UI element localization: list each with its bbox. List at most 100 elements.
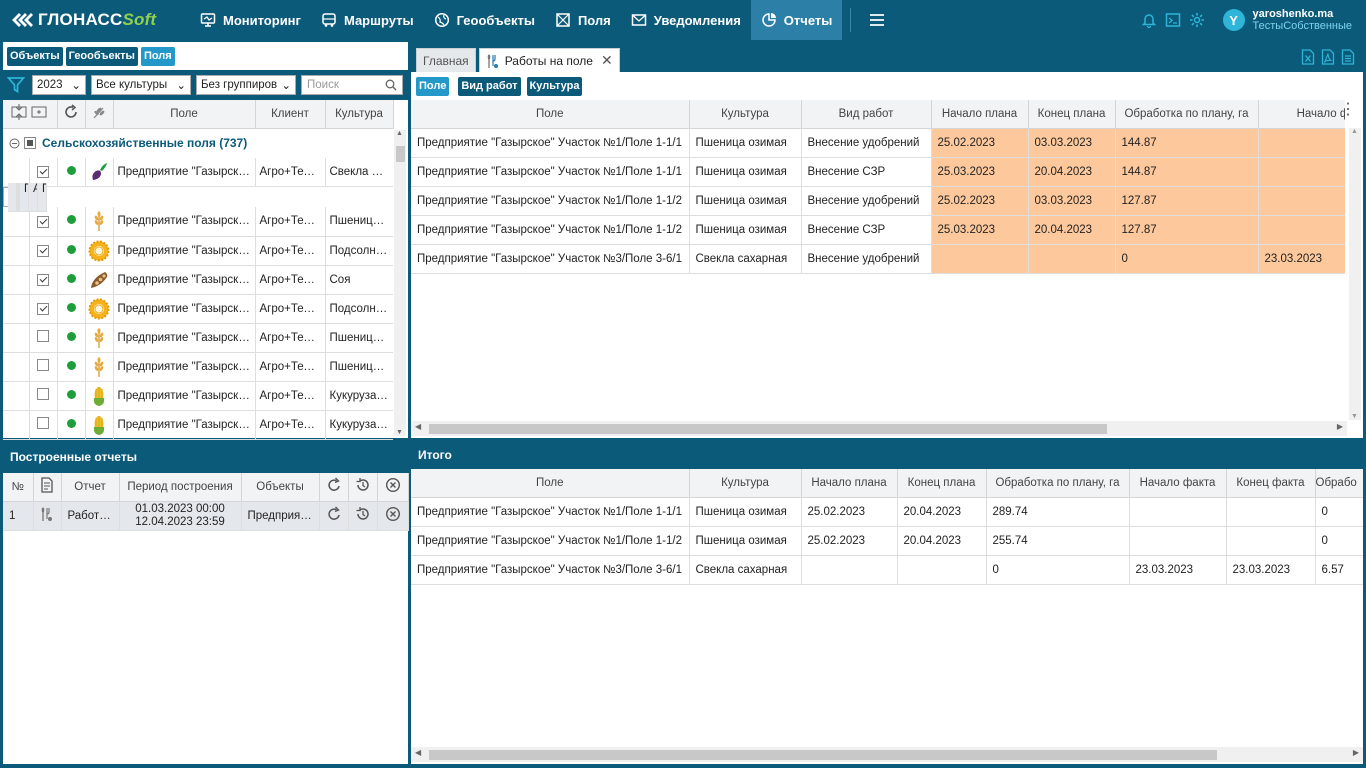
report-column-header[interactable]: Поле bbox=[411, 100, 690, 129]
field-row[interactable]: Предприятие "Газырское" Участок №3/Поле … bbox=[3, 410, 393, 440]
terminal-icon[interactable] bbox=[1165, 12, 1181, 28]
report-row[interactable]: Предприятие "Газырское" Участок №1/Поле … bbox=[411, 186, 1345, 216]
totals-hscrollbar-thumb[interactable] bbox=[429, 750, 1217, 760]
delete-all-button[interactable] bbox=[377, 473, 409, 502]
report-hscrollbar[interactable]: ◀ ▶ bbox=[411, 421, 1347, 436]
report-column-header[interactable]: Начало факта bbox=[1258, 100, 1345, 129]
tab-geoobjects[interactable]: Геообъекты bbox=[65, 46, 138, 66]
main-menu-button[interactable] bbox=[859, 0, 902, 40]
user-info[interactable]: yaroshenko.ma ТестыСобственные bbox=[1253, 8, 1352, 32]
document-export-icon[interactable] bbox=[1341, 49, 1355, 65]
column-menu-icon[interactable]: ⋮ bbox=[1340, 101, 1356, 118]
expand-collapse-header[interactable] bbox=[3, 100, 58, 129]
report-column-header[interactable]: Культура bbox=[689, 100, 802, 129]
tab-objects[interactable]: Объекты bbox=[7, 46, 63, 66]
totals-row[interactable]: Предприятие "Газырское" Участок №1/Поле … bbox=[411, 497, 1363, 527]
row-checkbox[interactable] bbox=[37, 359, 49, 371]
excel-export-icon[interactable] bbox=[1301, 49, 1315, 65]
row-checkbox[interactable] bbox=[37, 215, 49, 228]
scroll-up-icon[interactable]: ▲ bbox=[1351, 128, 1358, 135]
totals-column-header[interactable]: Начало факта bbox=[1129, 469, 1227, 498]
report-row[interactable]: Предприятие "Газырское" Участок №1/Поле … bbox=[411, 157, 1345, 187]
row-checkbox[interactable] bbox=[37, 330, 49, 342]
nav-notifications[interactable]: Уведомления bbox=[621, 0, 751, 40]
settings-gear-icon[interactable] bbox=[1189, 12, 1205, 28]
row-checkbox-cell[interactable] bbox=[29, 236, 58, 266]
field-row[interactable]: Предприятие "Газырское" Участок №3/Поле … bbox=[3, 381, 393, 411]
collapse-minus-icon[interactable] bbox=[9, 138, 20, 149]
culture-select[interactable]: Все культуры ⌄ bbox=[91, 75, 191, 95]
grouping-select[interactable]: Без группиров ⌄ bbox=[196, 75, 296, 95]
subtab-field[interactable]: Поле bbox=[416, 77, 450, 96]
fields-scrollbar-thumb[interactable] bbox=[396, 146, 405, 162]
scroll-up-icon[interactable]: ▲ bbox=[396, 130, 403, 137]
row-checkbox[interactable] bbox=[37, 388, 49, 400]
report-hscrollbar-thumb[interactable] bbox=[429, 424, 1107, 434]
pdf-export-icon[interactable] bbox=[1321, 49, 1335, 65]
row-checkbox-cell[interactable] bbox=[29, 207, 58, 237]
row-checkbox-cell[interactable] bbox=[29, 265, 58, 295]
built-report-row[interactable]: 1 Работы на поле 01.03.2023 00:0012.04.2… bbox=[3, 501, 409, 531]
logo[interactable]: ГЛОНАСС Soft bbox=[10, 10, 190, 30]
field-row[interactable]: Предприятие "Газырское" Участок №2/Поле … bbox=[3, 265, 393, 295]
row-checkbox-cell[interactable] bbox=[29, 381, 58, 411]
report-column-header[interactable]: Конец плана bbox=[1028, 100, 1116, 129]
row-checkbox[interactable] bbox=[37, 166, 49, 179]
row-checkbox[interactable] bbox=[37, 303, 49, 315]
field-row[interactable]: Предприятие "Газырское" Участок №1/Поле … bbox=[3, 207, 393, 237]
totals-row[interactable]: Предприятие "Газырское" Участок №1/Поле … bbox=[411, 526, 1363, 556]
column-culture[interactable]: Культура bbox=[325, 100, 394, 129]
column-field[interactable]: Поле bbox=[113, 100, 256, 129]
nav-fields[interactable]: Поля bbox=[545, 0, 621, 40]
report-row[interactable]: Предприятие "Газырское" Участок №3/Поле … bbox=[411, 244, 1345, 274]
fields-scrollbar[interactable]: ▲ ▼ bbox=[394, 130, 406, 436]
filter-icon[interactable] bbox=[7, 76, 25, 94]
subtab-culture[interactable]: Культура bbox=[526, 77, 583, 96]
delete-report-button[interactable] bbox=[377, 501, 409, 531]
search-input[interactable]: Поиск bbox=[301, 75, 403, 95]
totals-column-header[interactable]: Обрабо bbox=[1315, 469, 1363, 498]
totals-column-header[interactable]: Обработка по плану, га bbox=[986, 469, 1130, 498]
nav-reports[interactable]: Отчеты bbox=[750, 0, 843, 40]
report-column-header[interactable]: Обработка по плану, га bbox=[1115, 100, 1259, 129]
totals-row[interactable]: Предприятие "Газырское" Участок №3/Поле … bbox=[411, 555, 1363, 585]
subtab-work-type[interactable]: Вид работ bbox=[458, 77, 521, 96]
row-checkbox-cell[interactable] bbox=[29, 323, 58, 353]
totals-column-header[interactable]: Конец плана bbox=[897, 469, 987, 498]
field-row[interactable]: Предприятие "Газырское" Участок №2/Поле … bbox=[3, 323, 393, 353]
field-row[interactable]: Предприятие "Газырское" Участок №2/Поле … bbox=[3, 352, 393, 382]
history-button[interactable] bbox=[348, 501, 378, 531]
row-checkbox-cell[interactable] bbox=[29, 410, 58, 440]
report-vscrollbar[interactable]: ▲ ▼ bbox=[1349, 128, 1361, 420]
column-client[interactable]: Клиент bbox=[255, 100, 326, 129]
nav-routes[interactable]: Маршруты bbox=[311, 0, 424, 40]
report-row[interactable]: Предприятие "Газырское" Участок №1/Поле … bbox=[411, 128, 1345, 158]
history-all-button[interactable] bbox=[348, 473, 378, 502]
scroll-right-icon[interactable]: ▶ bbox=[1352, 748, 1359, 757]
close-icon[interactable]: ✕ bbox=[600, 52, 613, 68]
scroll-down-icon[interactable]: ▼ bbox=[1351, 413, 1358, 420]
tab-main[interactable]: Главная bbox=[416, 48, 476, 72]
scroll-down-icon[interactable]: ▼ bbox=[396, 429, 403, 436]
totals-column-header[interactable]: Начало плана bbox=[801, 469, 898, 498]
totals-column-header[interactable]: Культура bbox=[689, 469, 802, 498]
field-row[interactable]: Предприятие "Газырское" Участок №2/Поле … bbox=[3, 294, 393, 324]
scroll-left-icon[interactable]: ◀ bbox=[415, 748, 422, 757]
row-checkbox[interactable] bbox=[37, 245, 49, 257]
row-checkbox-cell[interactable] bbox=[29, 294, 58, 324]
group-checkbox[interactable] bbox=[24, 137, 36, 149]
refresh-header[interactable] bbox=[57, 100, 86, 129]
tab-fields[interactable]: Поля bbox=[140, 46, 175, 66]
year-select[interactable]: 2023 ⌄ bbox=[32, 75, 86, 95]
nav-monitoring[interactable]: Мониторинг bbox=[190, 0, 311, 40]
scroll-left-icon[interactable]: ◀ bbox=[415, 422, 422, 431]
scroll-right-icon[interactable]: ▶ bbox=[1336, 422, 1343, 431]
totals-hscrollbar[interactable]: ◀ ▶ bbox=[411, 747, 1363, 762]
row-checkbox-cell[interactable] bbox=[29, 352, 58, 382]
tab-field-work[interactable]: Работы на поле ✕ bbox=[478, 48, 620, 72]
row-checkbox-cell[interactable] bbox=[17, 182, 18, 212]
row-checkbox[interactable] bbox=[37, 417, 49, 429]
report-column-header[interactable]: Вид работ bbox=[801, 100, 932, 129]
group-row[interactable]: Сельскохозяйственные поля (737) bbox=[3, 129, 408, 158]
rebuild-all-button[interactable] bbox=[319, 473, 349, 502]
